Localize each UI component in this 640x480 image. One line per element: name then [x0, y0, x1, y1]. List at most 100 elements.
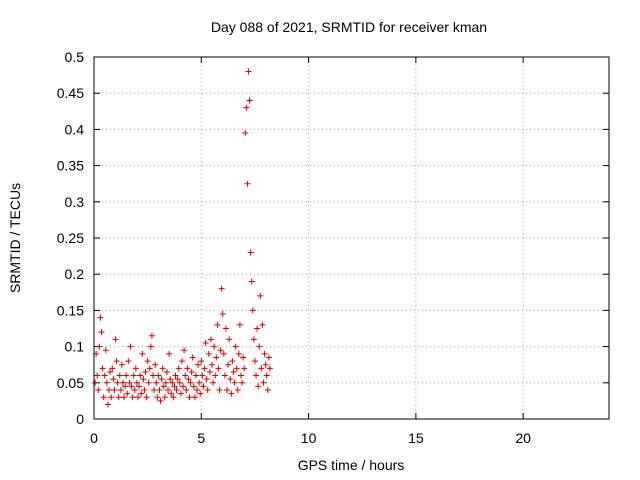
data-point — [230, 368, 237, 375]
data-point — [115, 394, 122, 401]
y-tick-label: 0.15 — [57, 302, 84, 318]
x-tick-label: 15 — [408, 430, 424, 446]
x-tick-labels: 0 5 10 15 20 — [90, 430, 531, 446]
x-tick-label: 5 — [197, 430, 205, 446]
data-point — [237, 372, 244, 379]
data-point — [244, 180, 251, 187]
data-point — [160, 383, 167, 390]
data-point — [151, 387, 158, 394]
y-tick-label: 0.35 — [57, 158, 84, 174]
data-point — [207, 336, 214, 343]
data-point — [98, 329, 105, 336]
data-point — [153, 379, 160, 386]
data-point — [144, 358, 151, 365]
data-point — [175, 365, 182, 372]
data-point — [145, 379, 152, 386]
data-point — [111, 387, 118, 394]
data-point — [99, 365, 106, 372]
data-point — [92, 379, 99, 386]
data-point — [94, 372, 101, 379]
data-point — [233, 365, 240, 372]
data-point — [222, 325, 229, 332]
data-point — [158, 376, 165, 383]
data-point — [234, 387, 241, 394]
data-point — [155, 372, 162, 379]
y-tick-label: 0.4 — [65, 121, 85, 137]
data-point — [231, 379, 238, 386]
data-point — [253, 372, 260, 379]
data-point — [261, 350, 268, 357]
data-point — [236, 321, 243, 328]
data-point — [266, 365, 273, 372]
data-point — [181, 347, 188, 354]
data-point — [192, 372, 199, 379]
data-point — [118, 361, 125, 368]
data-point — [196, 379, 203, 386]
y-tick-label: 0.2 — [65, 266, 85, 282]
data-point — [232, 343, 239, 350]
data-point — [173, 387, 180, 394]
y-tick-label: 0.05 — [57, 375, 84, 391]
data-point — [161, 394, 168, 401]
data-point — [126, 379, 133, 386]
data-point — [113, 358, 120, 365]
data-point — [130, 372, 137, 379]
data-point — [148, 332, 155, 339]
data-point — [265, 354, 272, 361]
data-point — [168, 390, 175, 397]
data-point — [180, 383, 187, 390]
data-point — [263, 372, 270, 379]
data-point — [165, 387, 172, 394]
data-point — [251, 358, 258, 365]
data-point — [121, 394, 128, 401]
data-point — [100, 394, 107, 401]
data-point — [246, 97, 253, 104]
data-point — [200, 383, 207, 390]
data-point — [254, 325, 261, 332]
data-point — [242, 130, 249, 137]
data-point — [214, 321, 221, 328]
y-tick-label: 0.1 — [65, 339, 85, 355]
data-point — [220, 350, 227, 357]
data-point — [187, 379, 194, 386]
data-point — [185, 376, 192, 383]
data-point — [166, 350, 173, 357]
data-point — [172, 372, 179, 379]
axis-ticks — [93, 56, 609, 420]
data-point — [219, 311, 226, 318]
data-point — [243, 104, 250, 111]
data-point — [247, 249, 254, 256]
data-point — [264, 387, 271, 394]
data-point — [201, 365, 208, 372]
data-point — [194, 387, 200, 394]
data-point — [204, 387, 211, 394]
data-point — [190, 383, 197, 390]
data-point — [169, 379, 176, 386]
data-point — [132, 365, 139, 372]
data-point — [240, 354, 247, 361]
data-point — [133, 379, 140, 386]
x-axis-label: GPS time / hours — [298, 457, 405, 473]
data-point — [117, 387, 124, 394]
data-point — [213, 354, 220, 361]
data-points — [92, 68, 273, 408]
data-point — [227, 376, 234, 383]
x-tick-label: 0 — [90, 430, 98, 446]
data-point — [189, 354, 196, 361]
x-tick-label: 20 — [515, 430, 531, 446]
data-point — [157, 397, 164, 404]
data-point — [212, 372, 219, 379]
data-point — [103, 379, 110, 386]
data-point — [228, 390, 235, 397]
data-point — [104, 401, 111, 408]
data-point — [101, 372, 108, 379]
y-tick-label: 0.25 — [57, 230, 84, 246]
data-point — [184, 365, 191, 372]
data-point — [260, 379, 267, 386]
data-point — [239, 379, 246, 386]
data-point — [140, 376, 147, 383]
data-point — [198, 358, 205, 365]
data-point — [152, 361, 159, 368]
data-point — [211, 343, 218, 350]
